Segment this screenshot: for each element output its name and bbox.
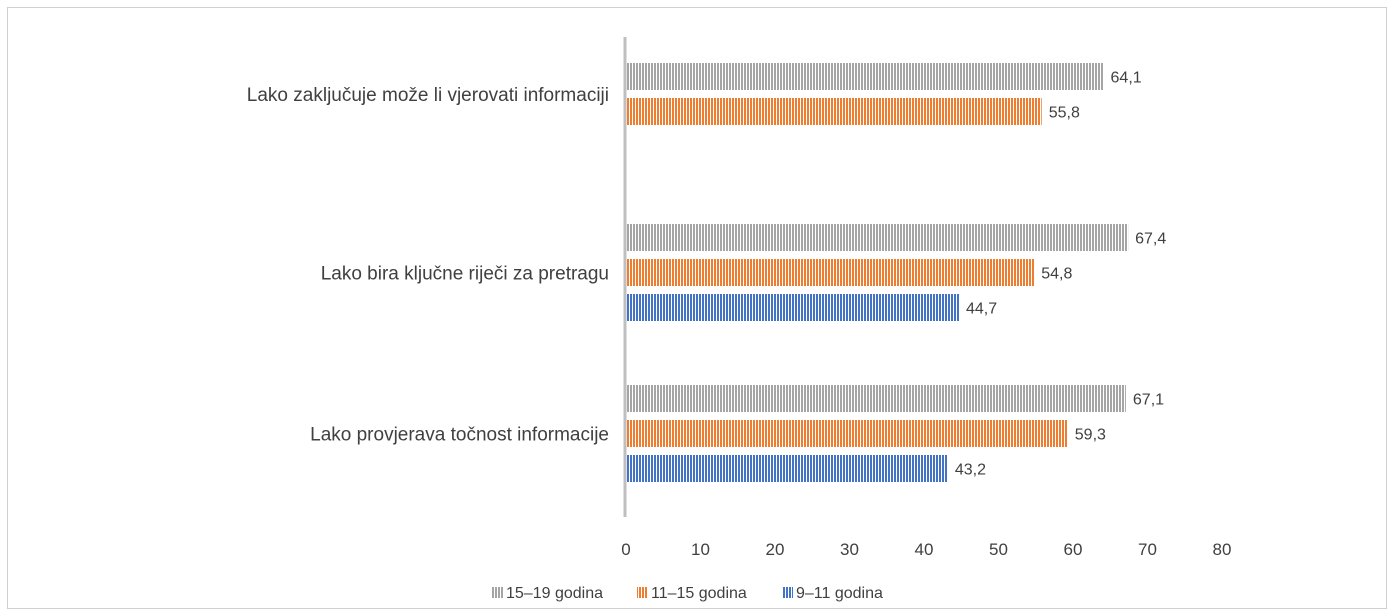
x-tick-label: 80 bbox=[1213, 540, 1232, 559]
data-label-0-1: 55,8 bbox=[1049, 105, 1080, 122]
legend-swatch-1 bbox=[637, 587, 648, 598]
bar-2-1 bbox=[626, 420, 1068, 447]
legend-label-1: 11–15 godina bbox=[651, 585, 747, 602]
data-label-2-2: 43,2 bbox=[955, 462, 986, 479]
x-tick-label: 10 bbox=[691, 540, 710, 559]
bar-0-0 bbox=[626, 63, 1104, 90]
data-label-1-2: 44,7 bbox=[966, 301, 997, 318]
bar-1-0 bbox=[626, 224, 1129, 251]
category-label-0: Lako zaključuje može li vjerovati inform… bbox=[247, 85, 609, 106]
x-tick-label: 50 bbox=[989, 540, 1008, 559]
bar-2-0 bbox=[626, 385, 1126, 412]
x-tick-label: 30 bbox=[840, 540, 859, 559]
x-tick-label: 70 bbox=[1138, 540, 1157, 559]
data-label-1-0: 67,4 bbox=[1135, 231, 1166, 248]
bar-2-2 bbox=[626, 455, 948, 482]
legend: 15–19 godina 11–15 godina 9–11 godina bbox=[492, 585, 883, 602]
legend-swatch-2 bbox=[782, 587, 793, 598]
x-axis-ticks: 0 10 20 30 40 50 60 70 80 bbox=[621, 540, 1231, 559]
bar-0-1 bbox=[626, 98, 1042, 125]
legend-label-2: 9–11 godina bbox=[796, 585, 883, 602]
legend-swatch-0 bbox=[492, 587, 503, 598]
x-tick-label: 20 bbox=[766, 540, 785, 559]
legend-label-0: 15–19 godina bbox=[506, 585, 603, 602]
category-label-2: Lako provjerava točnost informacije bbox=[310, 425, 609, 446]
data-label-1-1: 54,8 bbox=[1041, 266, 1072, 283]
x-tick-label: 40 bbox=[915, 540, 934, 559]
x-tick-label: 60 bbox=[1064, 540, 1083, 559]
category-label-1: Lako bira ključne riječi za pretragu bbox=[321, 264, 609, 285]
data-label-0-0: 64,1 bbox=[1111, 70, 1142, 87]
data-label-2-1: 59,3 bbox=[1075, 427, 1106, 444]
labels-layer: 64,1 55,8 Lako zaključuje može li vjerovat… bbox=[247, 70, 1167, 479]
x-tick-label: 0 bbox=[621, 540, 630, 559]
bar-1-2 bbox=[626, 294, 960, 321]
data-label-2-0: 67,1 bbox=[1133, 392, 1164, 409]
bars-layer bbox=[626, 63, 1129, 482]
bar-1-1 bbox=[626, 259, 1035, 286]
